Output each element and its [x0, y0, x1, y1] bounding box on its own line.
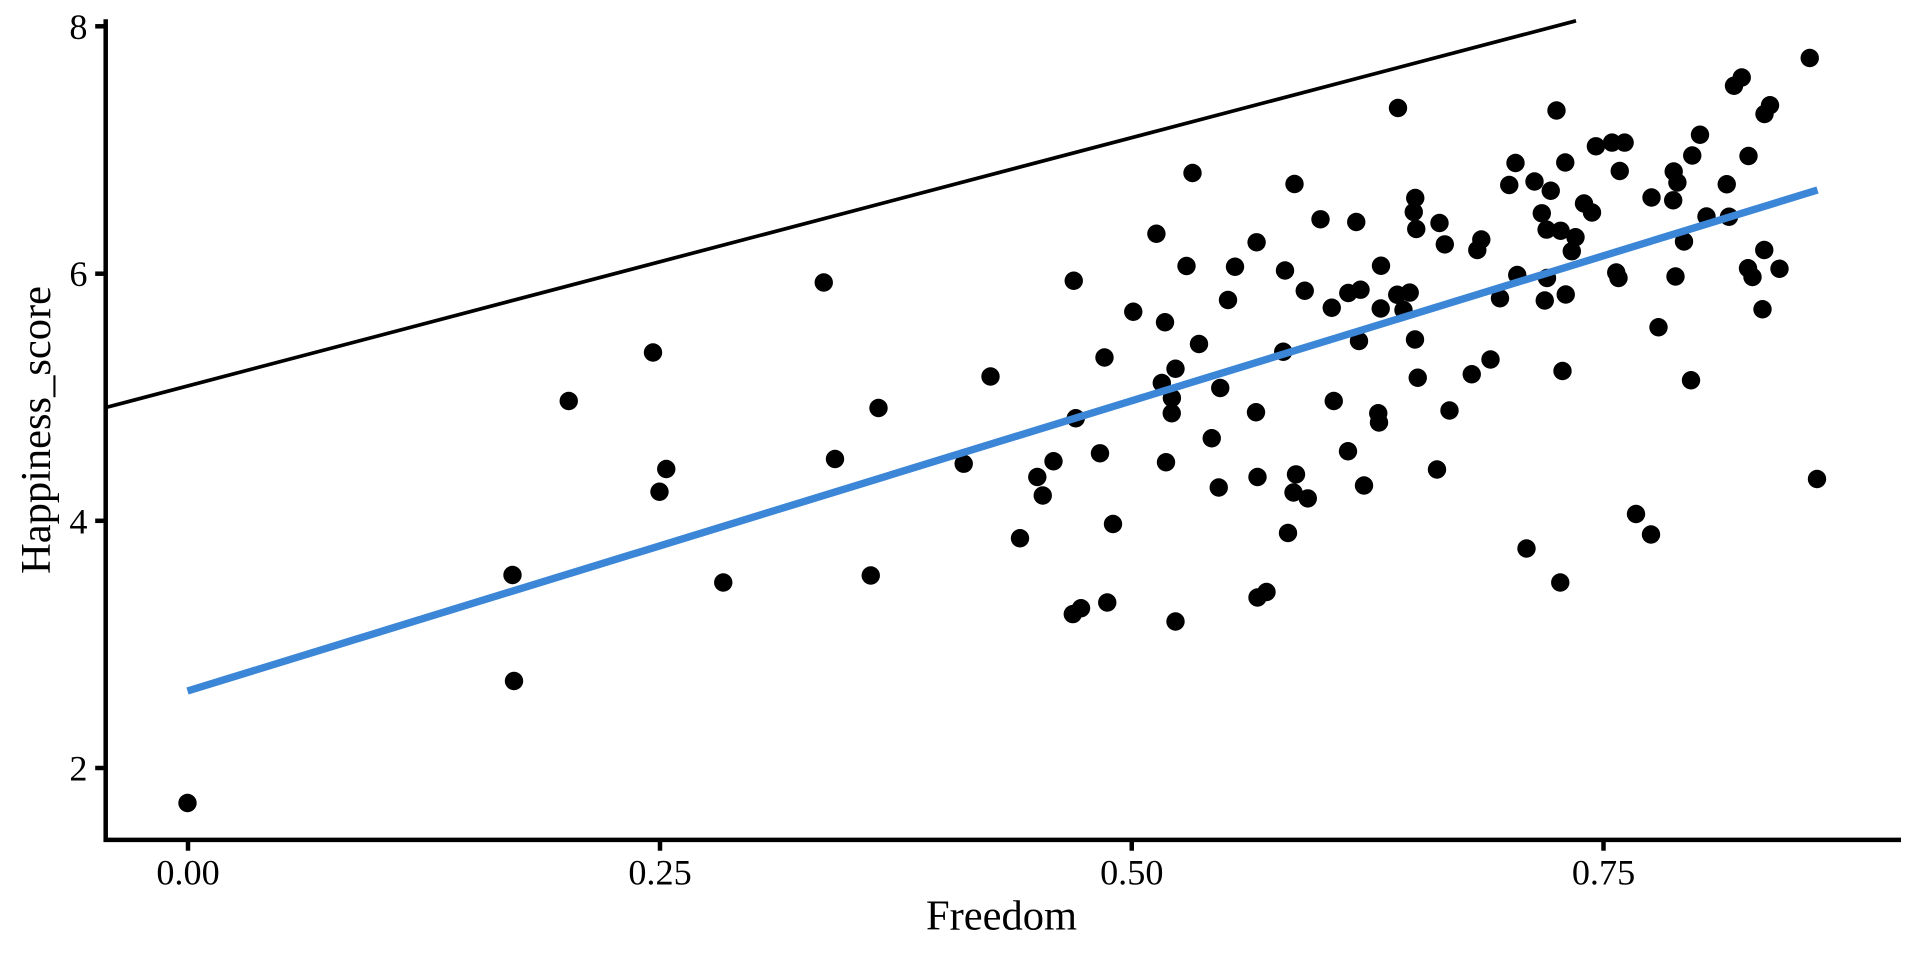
- svg-text:0.75: 0.75: [1572, 853, 1635, 893]
- svg-text:2: 2: [69, 749, 87, 789]
- svg-text:8: 8: [69, 7, 87, 47]
- svg-text:0.50: 0.50: [1100, 853, 1163, 893]
- svg-text:6: 6: [69, 254, 87, 294]
- svg-text:0.00: 0.00: [156, 853, 219, 893]
- svg-text:0.25: 0.25: [628, 853, 691, 893]
- svg-text:Freedom: Freedom: [926, 893, 1077, 940]
- svg-text:Happiness_score: Happiness_score: [13, 286, 60, 574]
- svg-text:4: 4: [69, 501, 87, 541]
